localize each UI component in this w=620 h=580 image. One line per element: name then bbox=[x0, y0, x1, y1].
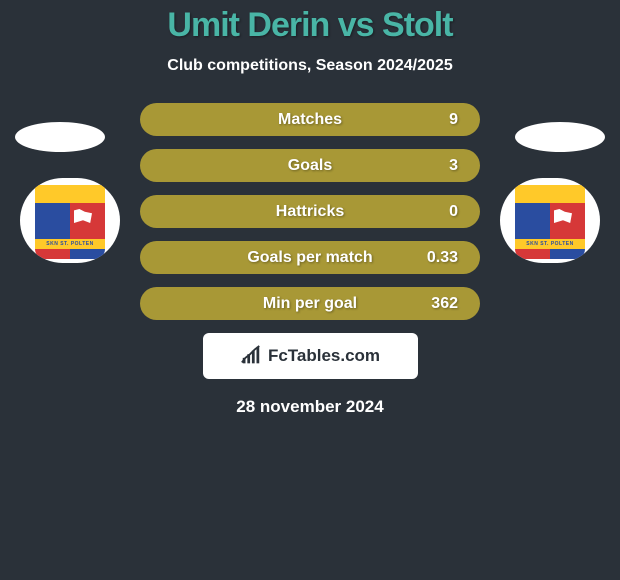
stat-value: 0 bbox=[449, 203, 458, 221]
club-badge-left: SKN ST. POLTEN bbox=[20, 178, 120, 263]
stat-label: Goals per match bbox=[247, 249, 372, 267]
stat-label: Goals bbox=[288, 157, 332, 175]
stats-container: Matches 9 Goals 3 Hattricks 0 Goals per … bbox=[140, 103, 480, 320]
stat-label: Min per goal bbox=[263, 295, 357, 313]
stat-row: Goals per match 0.33 bbox=[140, 241, 480, 274]
page-title: Umit Derin vs Stolt bbox=[0, 0, 620, 57]
stat-value: 0.33 bbox=[427, 249, 458, 267]
stat-row: Matches 9 bbox=[140, 103, 480, 136]
club-band-text: SKN ST. POLTEN bbox=[515, 239, 585, 249]
club-band-text: SKN ST. POLTEN bbox=[35, 239, 105, 249]
attribution-box: FcTables.com bbox=[203, 333, 418, 379]
stat-row: Goals 3 bbox=[140, 149, 480, 182]
club-badge-right: SKN ST. POLTEN bbox=[500, 178, 600, 263]
shield-icon: SKN ST. POLTEN bbox=[515, 185, 585, 255]
subtitle: Club competitions, Season 2024/2025 bbox=[0, 57, 620, 103]
stat-label: Hattricks bbox=[276, 203, 344, 221]
stat-value: 9 bbox=[449, 111, 458, 129]
player-avatar-right bbox=[515, 122, 605, 152]
stat-label: Matches bbox=[278, 111, 342, 129]
player-avatar-left bbox=[15, 122, 105, 152]
stat-row: Hattricks 0 bbox=[140, 195, 480, 228]
stat-value: 3 bbox=[449, 157, 458, 175]
stat-value: 362 bbox=[431, 295, 458, 313]
date-label: 28 november 2024 bbox=[0, 379, 620, 417]
shield-icon: SKN ST. POLTEN bbox=[35, 185, 105, 255]
chart-icon bbox=[240, 345, 262, 367]
stat-row: Min per goal 362 bbox=[140, 287, 480, 320]
attribution-text: FcTables.com bbox=[268, 346, 380, 366]
